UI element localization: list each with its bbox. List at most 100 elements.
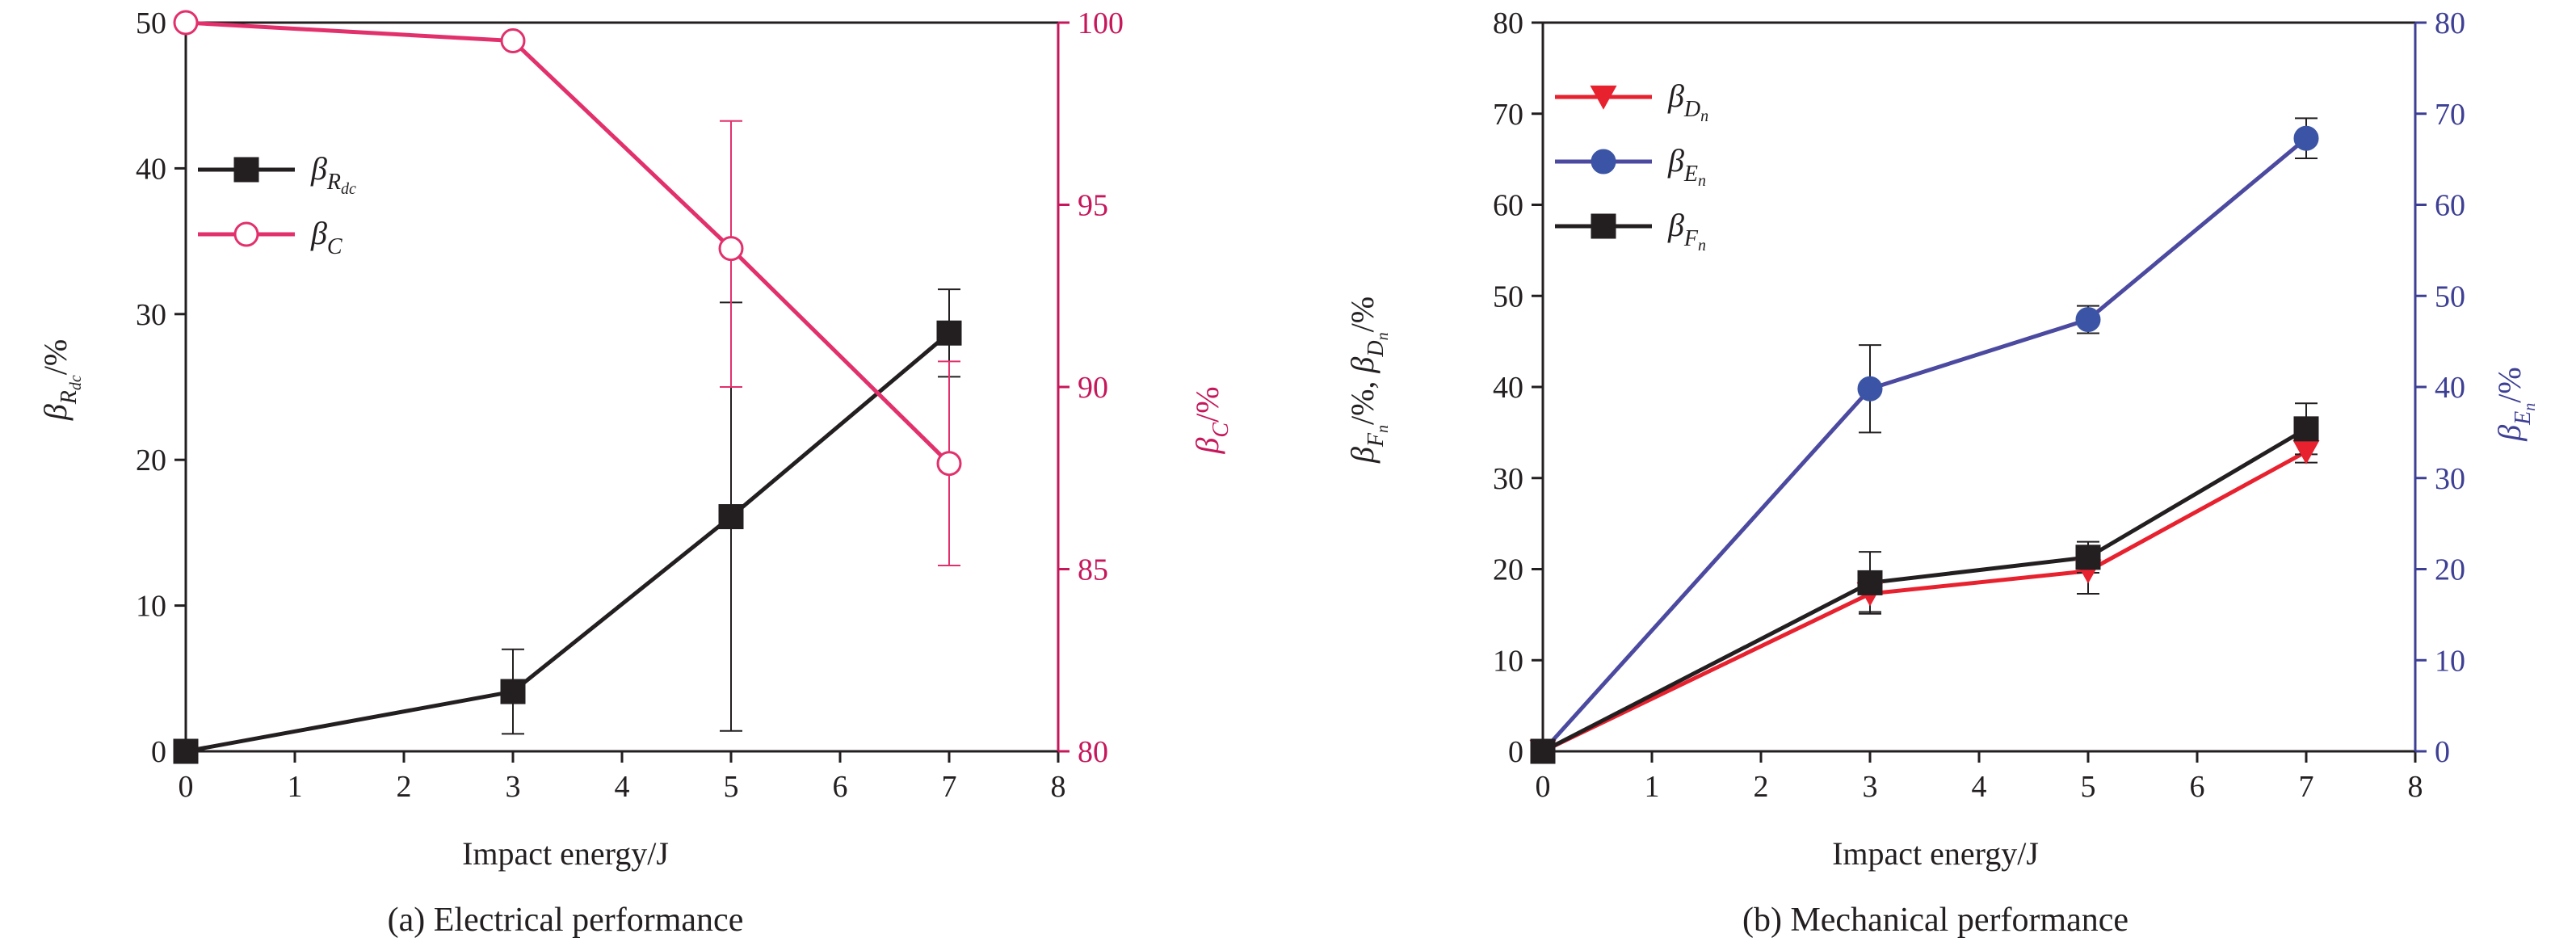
y-left-part-3-b: /%, [1344, 373, 1380, 425]
y-right-sub-b: E [2511, 411, 2536, 426]
y-left-tick-label: 40 [1493, 371, 1523, 405]
y-right-tick-label: 70 [2435, 98, 2465, 132]
y-right-tick-label: 50 [2435, 280, 2465, 313]
y-right-tick-label: 90 [1078, 371, 1108, 405]
y-axis-title-left-a: βRdc/% [37, 339, 85, 421]
y-left-tick-label: 20 [136, 444, 166, 477]
plot-area-b [1532, 21, 2427, 763]
x-tick-label: 3 [1863, 770, 1878, 804]
x-tick-label: 6 [833, 770, 848, 804]
y-left-tick-label: 70 [1493, 98, 1523, 132]
legend-label: βRdc [310, 150, 356, 198]
data-point [1857, 376, 1883, 402]
x-tick-label: 5 [724, 770, 739, 804]
y-axis-title-right-a: βC/% [1189, 386, 1233, 454]
data-point [173, 738, 199, 764]
y-right-tick-label: 40 [2435, 371, 2465, 405]
legend-marker [1590, 85, 1617, 110]
y-right-tick-label: 100 [1078, 6, 1124, 40]
legend-entry: βFn [1555, 207, 1706, 254]
data-point [2075, 544, 2101, 570]
y-right-tick-label: 80 [2435, 6, 2465, 40]
x-axis-title-b: Impact energy/J [1832, 835, 2039, 872]
series-line [1541, 427, 2308, 754]
legend-marker [1591, 149, 1616, 174]
y-left-part-7-b: /% [1344, 296, 1380, 332]
data-point [1857, 570, 1883, 595]
x-axis-title-a: Impact energy/J [462, 835, 669, 872]
y-axis-title-right-b: βEn/% [2491, 367, 2539, 441]
y-right-symbol-b: β [2491, 425, 2528, 442]
y-left-subsub-a: dc [67, 375, 85, 390]
legend-b: βDn βEn βFn [1555, 78, 1708, 254]
x-tick-label: 8 [1051, 770, 1066, 804]
x-tick-label: 3 [506, 770, 521, 804]
x-tick-label: 7 [2299, 770, 2314, 804]
x-tick-label: 0 [179, 770, 194, 804]
y-left-tick-label: 10 [136, 590, 166, 624]
legend-entry: βC [198, 215, 342, 259]
x-tick-label: 8 [2408, 770, 2423, 804]
legend-label: βFn [1667, 207, 1706, 254]
svg-text:βFn/%, βDn/%: βFn/%, βDn/% [1344, 296, 1392, 464]
legend-entry: βDn [1555, 78, 1708, 125]
x-tick-label: 4 [615, 770, 630, 804]
y-right-unit-a: /% [1189, 386, 1225, 422]
data-marks-b [1529, 117, 2320, 764]
series-line [1541, 137, 2308, 753]
svg-text:βC/%: βC/% [1189, 386, 1233, 454]
y-right-tick-label: 10 [2435, 644, 2465, 678]
legend-label: βDn [1667, 78, 1708, 125]
y-right-unit-b: /% [2491, 367, 2528, 402]
tick-labels-b: 0 1 2 3 4 5 6 7 80102030405060708001020304050607… [1493, 6, 2465, 804]
y-right-tick-label: 85 [1078, 553, 1108, 587]
x-tick-label: 1 [288, 770, 303, 804]
legend-label: βC [310, 215, 342, 259]
y-left-tick-label: 20 [1493, 553, 1523, 587]
x-tick-label: 7 [942, 770, 957, 804]
y-right-tick-label: 30 [2435, 462, 2465, 496]
caption-a: (a) Electrical performance [388, 902, 744, 939]
y-left-symbol-a: β [37, 404, 74, 421]
x-tick-label: 0 [1536, 770, 1551, 804]
x-tick-label: 2 [397, 770, 412, 804]
svg-text:βRdc/%: βRdc/% [37, 339, 85, 421]
y-left-tick-label: 50 [1493, 280, 1523, 313]
series-line [1541, 449, 2308, 754]
data-point [2293, 416, 2319, 442]
y-right-symbol-a: β [1189, 438, 1225, 455]
y-left-tick-label: 60 [1493, 189, 1523, 223]
data-point [936, 451, 962, 477]
y-left-tick-label: 50 [136, 6, 166, 40]
y-left-part-5-b: D [1364, 340, 1389, 357]
x-tick-label: 2 [1754, 770, 1769, 804]
y-left-tick-label: 30 [136, 298, 166, 332]
data-point [718, 504, 744, 530]
y-right-sub-a: C [1208, 423, 1233, 438]
plot-area-a [174, 21, 1069, 763]
data-point [173, 10, 199, 36]
legend-entry: βRdc [198, 150, 356, 198]
y-left-tick-label: 10 [1493, 644, 1523, 678]
x-tick-label: 1 [1645, 770, 1660, 804]
x-tick-label: 5 [2081, 770, 2096, 804]
y-axis-title-left-b: βFn/%, βDn/% [1344, 296, 1392, 464]
y-right-tick-label: 0 [2435, 735, 2450, 769]
y-right-tick-label: 60 [2435, 189, 2465, 223]
data-point [500, 679, 526, 704]
y-right-tick-label: 80 [1078, 735, 1108, 769]
y-left-tick-label: 80 [1493, 6, 1523, 40]
y-right-subsub-b: n [2521, 403, 2539, 411]
panel-mechanical-performance: 0 1 2 3 4 5 6 7 80102030405060708001020304050607… [1344, 6, 2539, 939]
data-point [936, 320, 962, 346]
data-point [2292, 439, 2320, 465]
caption-b: (b) Mechanical performance [1742, 902, 2128, 939]
legend-marker [233, 157, 259, 183]
y-left-sub-a: R [57, 390, 82, 405]
legend-label: βEn [1667, 142, 1706, 190]
y-left-tick-label: 40 [136, 152, 166, 186]
data-point [1530, 738, 1556, 764]
